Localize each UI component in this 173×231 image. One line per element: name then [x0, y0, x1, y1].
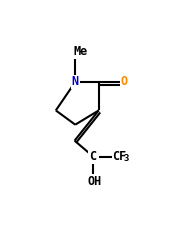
Text: OH: OH: [88, 175, 102, 188]
Text: N: N: [72, 76, 79, 88]
Text: O: O: [121, 75, 128, 88]
Text: CF: CF: [112, 150, 127, 163]
Text: C: C: [89, 150, 96, 163]
Text: Me: Me: [74, 45, 88, 58]
Text: 3: 3: [123, 154, 129, 163]
